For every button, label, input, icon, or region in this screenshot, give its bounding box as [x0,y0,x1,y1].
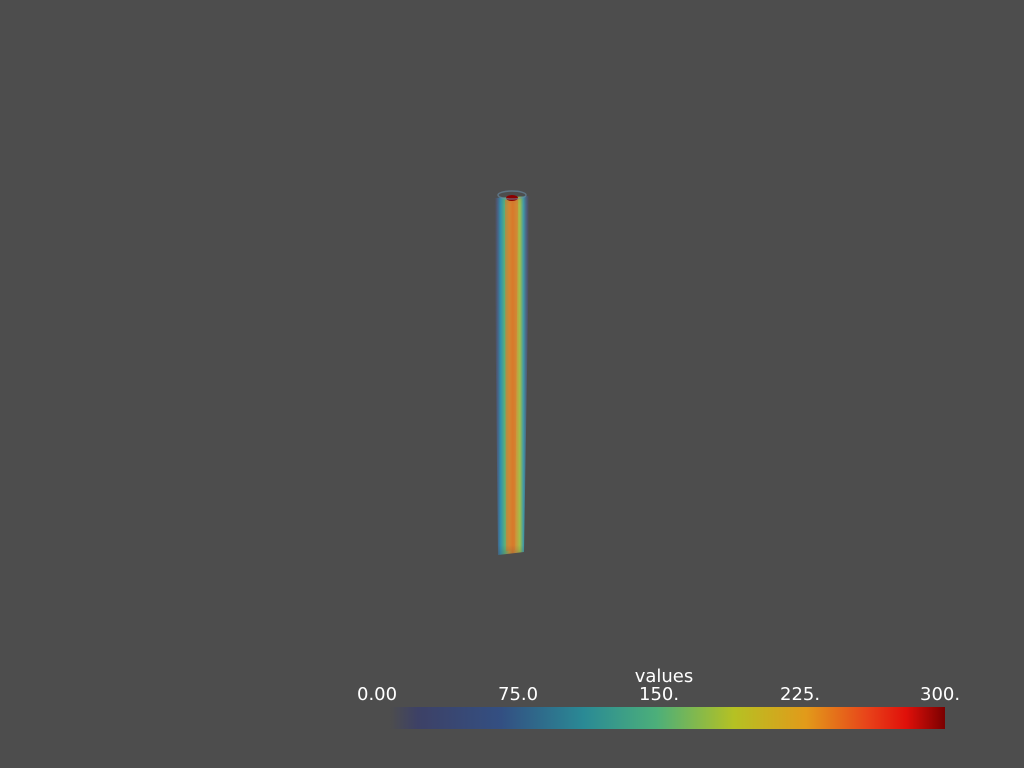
colorbar [390,707,945,729]
rod-volume [494,196,530,555]
rod-top-cap [497,190,527,200]
colorbar-tick-300: 300. [920,684,961,705]
colorbar-gradient [390,707,945,729]
colorbar-tick-225: 225. [780,684,821,705]
colorbar-tick-0: 0.00 [357,684,398,705]
rod-top-hotspot [506,195,518,201]
colorbar-title: values [634,666,694,687]
colorbar-tick-150: 150. [639,684,680,705]
colorbar-tick-75: 75.0 [498,684,539,705]
